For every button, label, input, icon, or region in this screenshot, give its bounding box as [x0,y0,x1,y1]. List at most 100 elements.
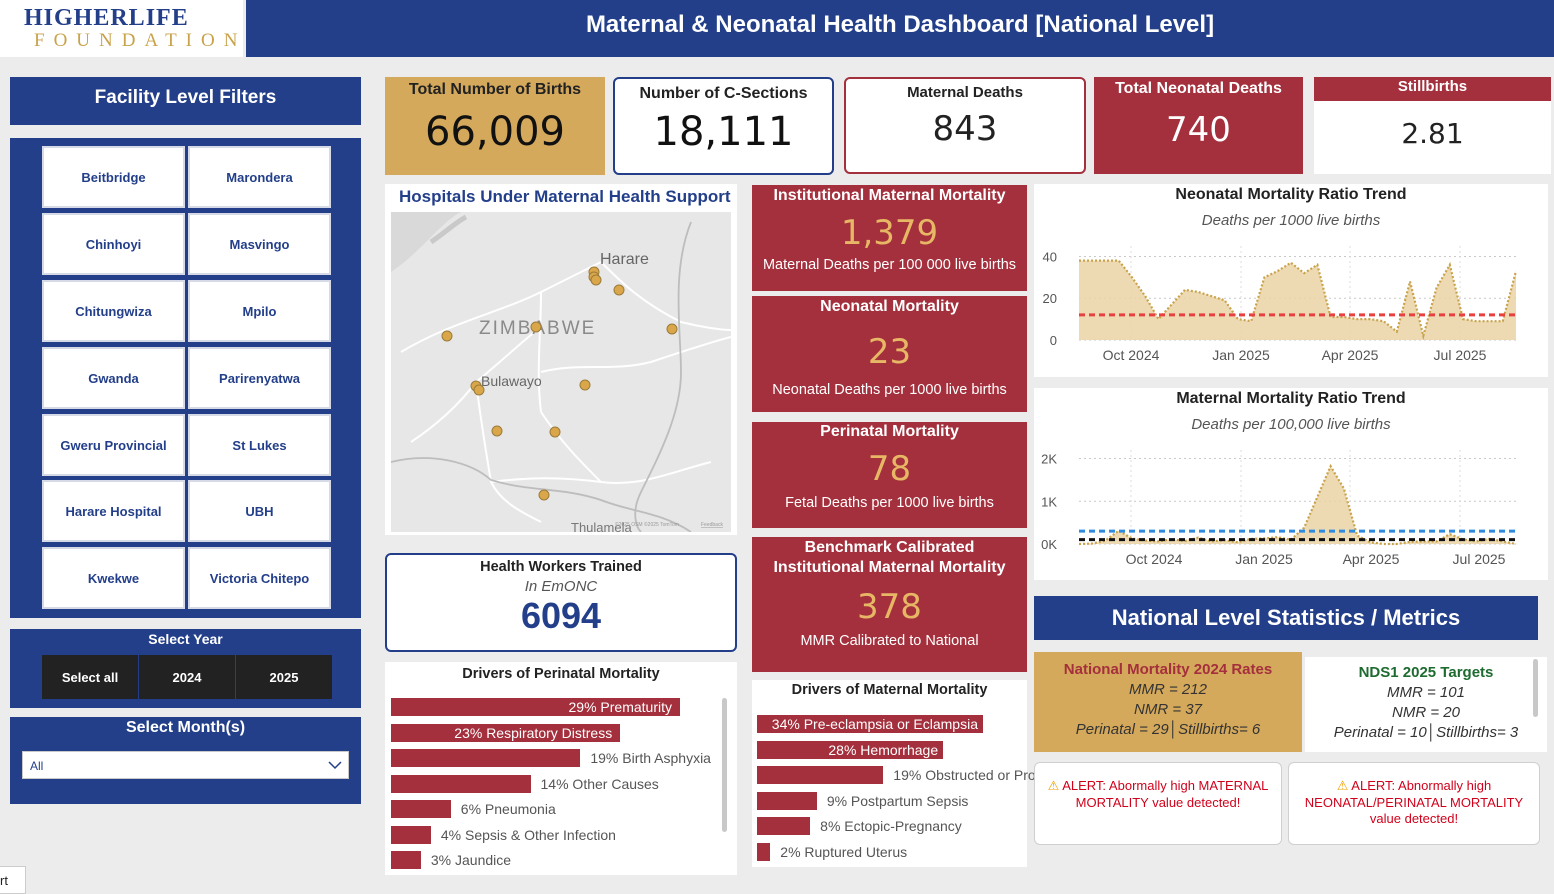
trend-line [1079,259,1518,341]
map-hospital-marker[interactable] [530,321,542,333]
perinatal-driver-bar[interactable] [391,774,531,793]
facility-button[interactable]: Mpilo [188,280,331,342]
facility-button[interactable]: Gweru Provincial [42,414,185,476]
kpi-csections-value: 18,111 [653,109,794,155]
neonatal-trend-chart[interactable]: 0 20 40 Oct 2024 Jan 2025 Apr 2025 Jul 2025 [1034,234,1548,374]
x-tick-label: Jan 2025 [1212,347,1270,363]
year-select-all[interactable]: Select all [42,655,138,699]
logo-line1: HIGHERLIFE [24,5,189,31]
page-title: Maternal & Neonatal Health Dashboard [Na… [246,0,1554,57]
maternal-trend-subtitle: Deaths per 100,000 live births [1191,416,1391,433]
facility-button[interactable]: Chitungwiza [42,280,185,342]
pm-value: 78 [867,449,912,489]
facility-button[interactable]: St Lukes [188,414,331,476]
y-tick-label: 1K [1041,494,1057,509]
perinatal-driver-bar[interactable] [391,825,431,844]
logo: HIGHERLIFE FOUNDATION [0,0,243,57]
map-feedback[interactable]: Feedback [701,522,723,528]
perinatal-driver-bar[interactable] [391,723,621,742]
targets-nmr: NMR = 20 [1392,704,1460,721]
targets-perinatal: Perinatal = 10 [1333,724,1427,741]
health-workers-card: Health Workers Trained In EmONC 6094 [385,553,737,652]
perinatal-driver-bar[interactable] [391,698,680,716]
facility-button[interactable]: Harare Hospital [42,480,185,542]
maternal-driver-bar[interactable] [757,791,817,810]
scrollbar[interactable] [722,698,727,832]
x-tick-label: Oct 2024 [1126,551,1183,567]
nm-value: 23 [867,332,912,372]
trend-area [1079,466,1516,544]
x-tick-label: Apr 2025 [1343,551,1400,567]
map-hospital-marker[interactable] [441,330,453,342]
zimbabwe-map[interactable]: Harare ZIMBABWE Bulawayo Thulamela ©2025… [391,212,731,532]
maternal-driver-bar[interactable] [757,842,771,861]
scrollbar[interactable] [1533,659,1538,717]
x-tick-label: Jul 2025 [1453,551,1506,567]
map-hospital-marker[interactable] [590,274,602,286]
nm-sub: Neonatal Deaths per 1000 live births [772,382,1007,398]
x-tick-label: Jul 2025 [1434,347,1487,363]
facility-button[interactable]: Marondera [188,146,331,208]
perinatal-driver-label: 3% Jaundice [430,852,512,868]
maternal-driver-bar[interactable] [757,740,944,759]
national-targets-card: NDS1 2025 Targets MMR = 101 NMR = 20 Per… [1305,657,1547,752]
facility-button[interactable]: Beitbridge [42,146,185,208]
pm-sub: Fetal Deaths per 1000 live births [785,495,994,511]
maternal-driver-bar[interactable] [757,766,884,784]
facility-button[interactable]: Victoria Chitepo [188,547,331,609]
rates-mmr: MMR = 212 [1129,681,1207,698]
page-tab-fragment[interactable]: rt [0,866,26,894]
y-tick-label: 40 [1043,249,1057,264]
perinatal-driver-label: 19% Birth Asphyxia [590,750,711,766]
map-label-harare: Harare [600,251,649,268]
map-hospital-marker[interactable] [579,379,591,391]
map-hospital-marker[interactable] [473,384,485,396]
perinatal-driver-bar[interactable] [391,749,581,767]
maternal-driver-bar[interactable] [757,715,983,733]
map-hospital-marker[interactable] [491,425,503,437]
month-filter-title: Select Month(s) [125,719,246,736]
maternal-trend-title: Maternal Mortality Ratio Trend [1176,390,1406,407]
month-dropdown[interactable]: All [22,751,349,779]
maternal-driver-bar[interactable] [757,817,811,835]
benchmark-mortality-card: Benchmark Calibrated Institutional Mater… [752,537,1027,672]
map-hospital-marker[interactable] [666,323,678,335]
facility-button[interactable]: Chinhoyi [42,213,185,275]
targets-mmr: MMR = 101 [1387,684,1465,701]
maternal-trend-chart[interactable]: 0K 1K 2K Oct 2024 Jan 2025 Apr 2025 Jul 2025 [1034,438,1548,578]
neonatal-alert: ⚠ ALERT: Abnormally high NEONATAL/PERINA… [1288,762,1540,845]
neonatal-trend-title: Neonatal Mortality Ratio Trend [1175,186,1407,203]
facility-button[interactable]: UBH [188,480,331,542]
maternal-driver-label: 28% Hemorrhage [828,741,939,758]
rates-title: National Mortality 2024 Rates [1063,661,1273,678]
neonatal-trend-subtitle: Deaths per 1000 live births [1201,212,1381,229]
facility-button[interactable]: Masvingo [188,213,331,275]
facility-button[interactable]: Gwanda [42,347,185,409]
perinatal-drivers-card: Drivers of Perinatal Mortality [385,662,737,875]
neonatal-trend-card: Neonatal Mortality Ratio Trend Deaths pe… [1034,184,1548,377]
imm-title: Institutional Maternal Mortality [773,187,1006,204]
year-filter-title: Select Year [148,631,223,647]
national-rates-card: National Mortality 2024 Rates MMR = 212 … [1034,652,1302,752]
trend-line [1078,463,1517,546]
perinatal-driver-bar[interactable] [391,800,451,818]
map-hospital-marker[interactable] [538,489,550,501]
perinatal-driver-bar[interactable] [391,851,421,869]
facility-button[interactable]: Kwekwe [42,547,185,609]
kpi-maternal-deaths: Maternal Deaths 843 [844,77,1086,174]
year-2024[interactable]: 2024 [139,655,235,699]
facility-button[interactable]: Parirenyatwa [188,347,331,409]
year-2025[interactable]: 2025 [236,655,332,699]
map-hospital-marker[interactable] [549,426,561,438]
month-dropdown-value: All [30,759,44,773]
kpi-maternal-value: 843 [932,109,998,149]
perinatal-driver-label: 23% Respiratory Distress [454,724,613,741]
logo-line2: FOUNDATION [34,30,247,51]
y-tick-label: 20 [1043,291,1057,306]
warning-icon: ⚠ [1336,778,1349,793]
map-hospital-marker[interactable] [613,284,625,296]
perinatal-drivers-title: Drivers of Perinatal Mortality [462,666,660,682]
y-tick-label: 0K [1041,537,1057,552]
maternal-drivers-title: Drivers of Maternal Mortality [791,682,988,698]
y-tick-label: 0 [1050,333,1057,348]
